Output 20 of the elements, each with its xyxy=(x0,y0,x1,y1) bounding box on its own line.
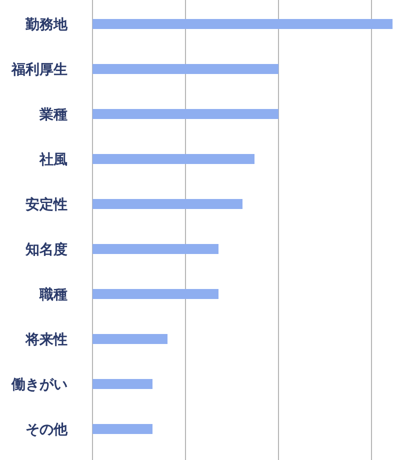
bar xyxy=(92,19,392,29)
y-tick-label: 安定性 xyxy=(26,196,68,213)
bar xyxy=(92,424,152,434)
y-tick-label: その他 xyxy=(26,422,68,438)
bar xyxy=(92,199,242,209)
y-tick-label: 知名度 xyxy=(24,240,68,258)
bar xyxy=(92,244,218,254)
y-tick-label: 勤務地 xyxy=(24,16,68,33)
bar xyxy=(92,334,168,344)
y-tick-label: 福利厚生 xyxy=(10,60,68,78)
bar xyxy=(92,379,152,389)
y-tick-label: 社風 xyxy=(38,152,68,168)
y-tick-label: 将来性 xyxy=(24,332,68,348)
y-tick-label: 職種 xyxy=(38,286,68,303)
bar xyxy=(92,154,254,164)
y-tick-label: 働きがい xyxy=(10,376,68,393)
y-tick-label: 業種 xyxy=(38,106,68,123)
bar xyxy=(92,289,218,299)
bar xyxy=(92,64,278,74)
bar xyxy=(92,109,278,119)
